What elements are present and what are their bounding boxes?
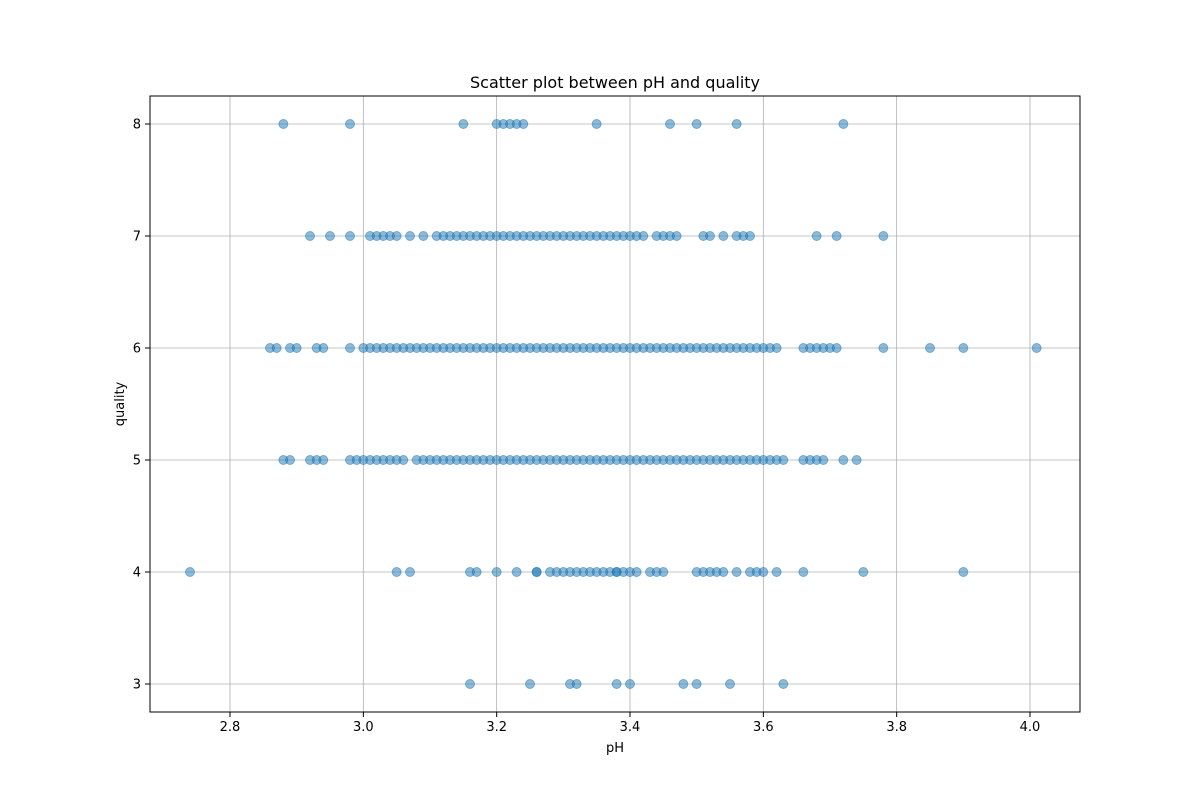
- scatter-point: [878, 231, 889, 241]
- x-axis-ticks: 2.8 3.0 3.2 3.4 3.6 3.8 4.0: [220, 712, 1041, 735]
- scatter-point: [511, 567, 522, 577]
- scatter-point: [271, 343, 282, 353]
- x-tick-label: 3.4: [620, 720, 641, 735]
- scatter-point: [678, 679, 689, 689]
- scatter-point: [745, 231, 755, 241]
- scatter-point: [958, 567, 969, 577]
- scatter-point: [778, 679, 789, 689]
- scatter-point: [518, 119, 529, 129]
- scatter-point: [278, 119, 289, 129]
- y-axis-ticks: 3 4 5 6 7 8: [133, 118, 150, 693]
- scatter-point: [345, 231, 355, 241]
- scatter-point: [391, 567, 402, 577]
- scatter-point: [525, 679, 535, 689]
- scatter-point: [718, 567, 729, 577]
- scatter-point: [838, 455, 849, 465]
- scatter-point: [731, 119, 742, 129]
- scatter-point: [831, 231, 842, 241]
- x-tick-label: 3.2: [486, 720, 507, 735]
- scatter-point: [471, 567, 482, 577]
- scatter-point: [325, 231, 335, 241]
- scatter-point: [1031, 343, 1042, 353]
- scatter-point: [458, 119, 469, 129]
- plot-area: [150, 96, 1080, 712]
- scatter-point: [665, 119, 675, 129]
- scatter-point: [851, 455, 862, 465]
- scatter-point: [658, 567, 669, 577]
- scatter-point: [731, 567, 742, 577]
- scatter-point: [798, 567, 809, 577]
- scatter-point: [305, 231, 315, 241]
- x-tick-label: 3.0: [353, 720, 374, 735]
- scatter-point: [391, 231, 402, 241]
- scatter-point: [591, 119, 602, 129]
- scatter-point: [318, 343, 329, 353]
- y-tick-label: 4: [133, 566, 141, 581]
- scatter-point: [771, 567, 782, 577]
- scatter-point: [398, 455, 409, 465]
- scatter-point: [691, 119, 702, 129]
- scatter-point: [638, 231, 649, 241]
- scatter-point: [838, 119, 849, 129]
- scatter-point: [345, 343, 355, 353]
- scatter-point: [818, 455, 829, 465]
- scatter-point: [491, 567, 502, 577]
- scatter-point: [758, 567, 769, 577]
- x-tick-label: 3.8: [886, 720, 907, 735]
- scatter-point: [318, 455, 329, 465]
- y-tick-label: 8: [133, 118, 141, 133]
- scatter-point: [185, 567, 195, 577]
- scatter-point: [671, 231, 682, 241]
- scatter-point: [925, 343, 935, 353]
- scatter-point: [811, 231, 822, 241]
- scatter-point: [858, 567, 869, 577]
- scatter-point: [345, 119, 355, 129]
- scatter-point: [571, 679, 582, 689]
- scatter-point: [771, 343, 782, 353]
- scatter-point: [691, 679, 702, 689]
- data-points: [185, 119, 1042, 689]
- x-axis-label: pH: [606, 741, 624, 756]
- y-tick-label: 5: [133, 454, 141, 469]
- scatter-point: [285, 455, 295, 465]
- scatter-point: [291, 343, 302, 353]
- plot-frame: [149, 95, 1081, 713]
- scatter-point: [778, 455, 789, 465]
- scatter-point: [405, 567, 415, 577]
- y-axis-label: quality: [113, 381, 128, 426]
- y-tick-label: 3: [133, 678, 141, 693]
- scatter-point: [725, 679, 735, 689]
- scatter-point: [611, 679, 622, 689]
- x-tick-label: 3.6: [753, 720, 774, 735]
- scatter-point: [405, 231, 415, 241]
- scatter-point: [465, 679, 475, 689]
- y-tick-label: 7: [133, 230, 141, 245]
- x-tick-label: 2.8: [220, 720, 241, 735]
- scatter-point: [625, 679, 635, 689]
- scatter-point: [418, 231, 429, 241]
- scatter-point: [631, 567, 642, 577]
- scatter-point: [831, 343, 842, 353]
- scatter-point: [878, 343, 889, 353]
- x-tick-label: 4.0: [1020, 720, 1041, 735]
- scatter-point: [718, 231, 729, 241]
- scatter-point: [531, 567, 542, 577]
- chart-title: Scatter plot between pH and quality: [470, 73, 760, 92]
- scatter-point: [705, 231, 715, 241]
- y-tick-label: 6: [133, 342, 141, 357]
- scatter-point: [958, 343, 969, 353]
